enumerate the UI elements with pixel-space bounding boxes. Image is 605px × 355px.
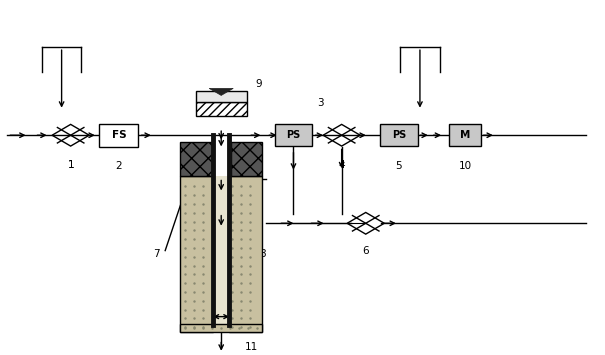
Bar <box>450 124 481 146</box>
Text: 1: 1 <box>67 160 74 170</box>
Bar <box>195 91 247 102</box>
Text: PS: PS <box>286 130 301 140</box>
Text: 2: 2 <box>116 161 122 171</box>
Bar <box>231 142 262 176</box>
Text: 4: 4 <box>338 160 345 170</box>
Bar <box>214 176 229 324</box>
Text: PS: PS <box>391 130 406 140</box>
Text: 3: 3 <box>317 98 324 108</box>
Bar <box>195 103 247 116</box>
Bar <box>380 124 417 146</box>
Text: 5: 5 <box>396 160 402 170</box>
Bar <box>180 142 212 176</box>
Text: 7: 7 <box>153 249 160 259</box>
Text: 10: 10 <box>459 160 472 170</box>
Text: FS: FS <box>111 130 126 140</box>
Bar <box>229 176 262 333</box>
Bar <box>180 176 214 333</box>
Text: 11: 11 <box>245 342 258 351</box>
Text: M: M <box>460 130 470 140</box>
Polygon shape <box>209 88 234 95</box>
Text: 1: 1 <box>67 160 74 170</box>
Text: 9: 9 <box>256 79 263 89</box>
Text: 8: 8 <box>259 249 266 259</box>
Bar <box>99 124 139 147</box>
Bar <box>180 324 262 333</box>
Text: 6: 6 <box>362 246 369 256</box>
Bar <box>275 124 312 146</box>
